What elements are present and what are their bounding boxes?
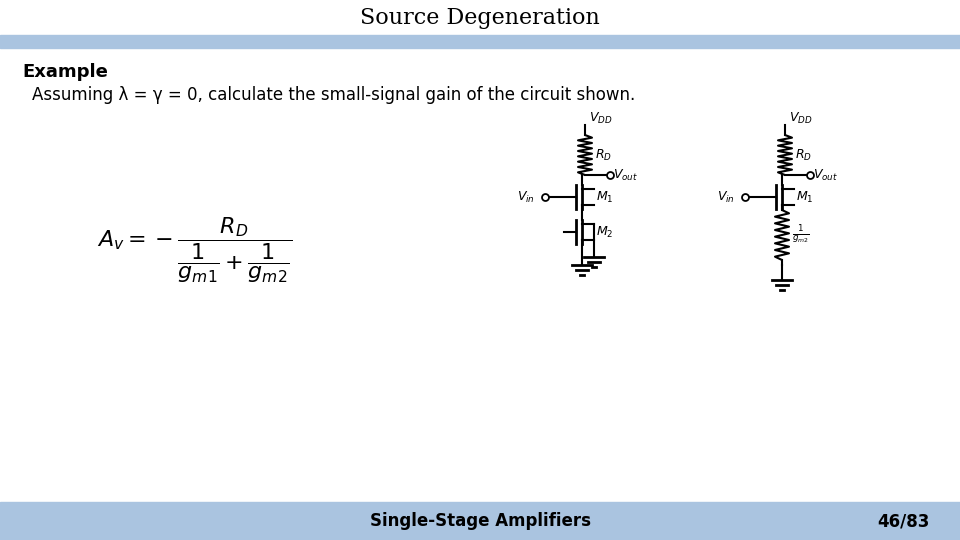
Text: $V_{in}$: $V_{in}$ (717, 190, 735, 205)
Text: $R_D$: $R_D$ (795, 147, 812, 163)
Text: Single-Stage Amplifiers: Single-Stage Amplifiers (370, 512, 590, 530)
Text: $M_2$: $M_2$ (596, 225, 613, 240)
Text: $A_v = -\dfrac{R_D}{\dfrac{1}{g_{m1}} + \dfrac{1}{g_{m2}}}$: $A_v = -\dfrac{R_D}{\dfrac{1}{g_{m1}} + … (97, 215, 293, 285)
Bar (0, 502, 960, 540)
Text: Source Degeneration: Source Degeneration (360, 7, 600, 29)
Text: $V_{DD}$: $V_{DD}$ (789, 111, 812, 126)
Text: $R_D$: $R_D$ (595, 147, 612, 163)
Text: $V_{out}$: $V_{out}$ (613, 167, 638, 183)
Text: $V_{out}$: $V_{out}$ (813, 167, 838, 183)
Text: $M_1$: $M_1$ (796, 190, 813, 205)
Text: $\frac{1}{g_{m2}}$: $\frac{1}{g_{m2}}$ (792, 224, 809, 246)
Text: $V_{in}$: $V_{in}$ (517, 190, 535, 205)
Text: 46/83: 46/83 (877, 512, 930, 530)
Bar (0, 35, 960, 48)
Text: Assuming λ = γ = 0, calculate the small-signal gain of the circuit shown.: Assuming λ = γ = 0, calculate the small-… (32, 86, 636, 104)
Text: $M_1$: $M_1$ (596, 190, 613, 205)
Text: Example: Example (22, 63, 108, 81)
Text: $V_{DD}$: $V_{DD}$ (589, 111, 612, 126)
